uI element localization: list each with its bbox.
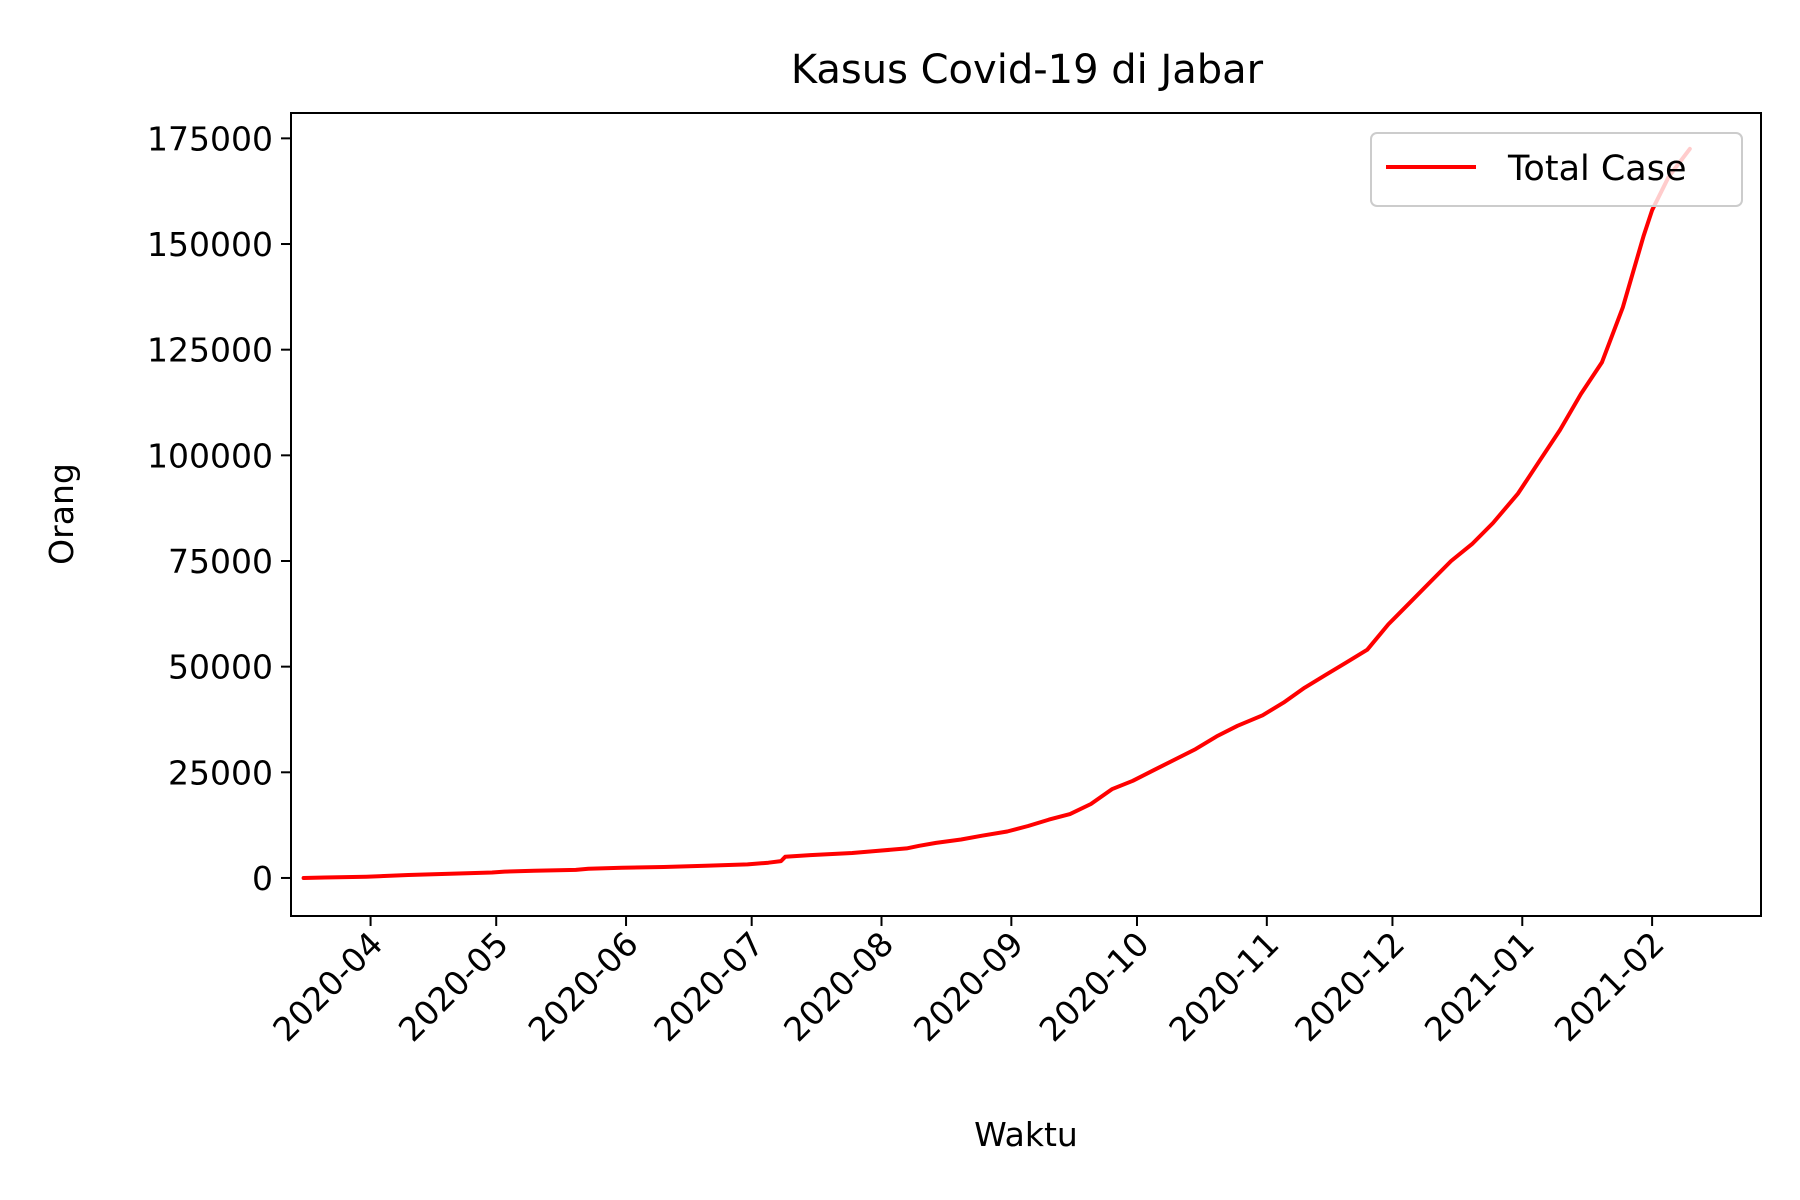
legend-box — [1370, 132, 1743, 207]
x-tick-label: 2020-04 — [265, 924, 390, 1049]
x-tick-label: 2020-05 — [391, 924, 516, 1049]
legend-label-total-case: Total Case — [1507, 149, 1687, 189]
x-tick-label: 2020-06 — [521, 924, 646, 1049]
series-line-total-case — [301, 146, 1692, 880]
y-tick-label: 0 — [252, 859, 273, 898]
legend: Total Case — [1370, 132, 1743, 207]
y-tick-label: 175000 — [147, 119, 273, 158]
y-tick-label: 150000 — [147, 225, 273, 264]
x-tick-label: 2020-07 — [646, 924, 771, 1049]
x-tick-label: 2021-01 — [1417, 924, 1542, 1049]
x-tick-label: 2021-02 — [1547, 924, 1672, 1049]
series-layer — [301, 146, 1692, 880]
x-tick-label: 2020-12 — [1287, 924, 1412, 1049]
y-tick-label: 50000 — [168, 648, 273, 687]
x-tick-label: 2020-10 — [1032, 924, 1157, 1049]
x-tick-label: 2020-08 — [776, 924, 901, 1049]
x-axis-label: Waktu — [974, 1115, 1078, 1154]
y-tick-label: 100000 — [147, 436, 273, 475]
chart-title: Kasus Covid-19 di Jabar — [791, 47, 1264, 93]
y-axis-ticks: 0 25000 50000 75000 100000 125000 150000 175000 — [147, 119, 291, 898]
x-axis-ticks: 2020-04 2020-05 2020-06 2020-07 2020-08 2020-… — [265, 916, 1672, 1049]
y-axis-label: Orang — [42, 463, 81, 565]
y-tick-label: 25000 — [168, 753, 273, 792]
x-tick-label: 2020-09 — [906, 924, 1031, 1049]
y-tick-label: 125000 — [147, 331, 273, 370]
x-tick-label: 2020-11 — [1161, 924, 1286, 1049]
y-tick-label: 75000 — [168, 542, 273, 581]
plot-area-frame — [290, 112, 1762, 917]
